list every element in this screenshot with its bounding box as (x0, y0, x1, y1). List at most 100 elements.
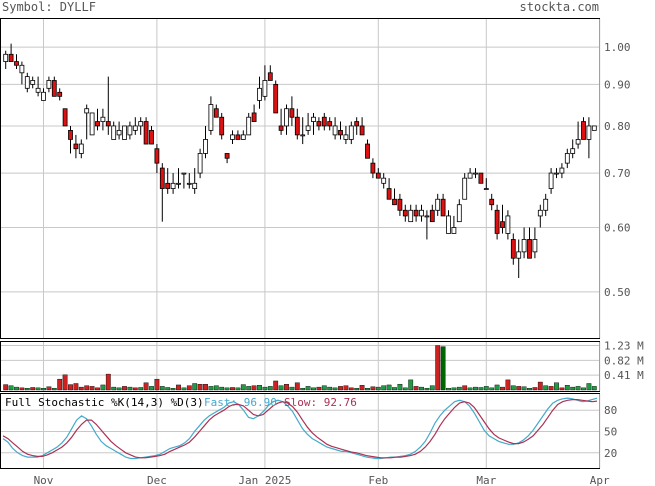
volume-bar (186, 385, 192, 391)
candle-body (68, 129, 73, 140)
candle-body (462, 177, 468, 200)
x-tick-label: Jan 2025 (238, 474, 291, 486)
volume-bar (311, 387, 316, 391)
volume-bar (51, 387, 57, 391)
price-tick-label: 0.80 (604, 120, 631, 133)
candle-body (591, 125, 597, 131)
volume-bar (149, 386, 154, 391)
volume-bar (419, 386, 424, 391)
volume-bar (586, 383, 592, 391)
volume-bar (386, 384, 392, 391)
volume-bar (440, 346, 446, 391)
volume-bar (500, 386, 505, 391)
candle-body (354, 121, 360, 127)
volume-bar (575, 386, 581, 391)
candle-body (170, 182, 176, 189)
candle-body (305, 125, 311, 131)
stochastic-slow-label: Slow: 92.76 (284, 396, 357, 409)
volume-bar (473, 386, 478, 391)
fast-series-value: 96.90 (244, 396, 277, 409)
candle-body (559, 167, 565, 174)
volume-bar (564, 385, 570, 391)
volume-bar (451, 387, 457, 391)
volume-bar (338, 386, 343, 391)
candle-body (46, 80, 52, 89)
candle-body (505, 215, 511, 234)
volume-tick-label: 0.82 M (604, 354, 644, 367)
candle-body (543, 198, 549, 211)
candle-body (478, 172, 484, 184)
volume-bar (203, 384, 208, 391)
candle-body (419, 209, 424, 217)
candle-body (165, 182, 171, 189)
stochastic-tick-label: 80 (604, 404, 617, 417)
volume-bar (257, 385, 262, 391)
volume-bar (132, 387, 138, 391)
candle-body (122, 125, 127, 140)
slow-series-value: 92.76 (324, 396, 357, 409)
volume-bar (262, 386, 268, 391)
volume-bar (494, 384, 500, 391)
volume-bar (554, 382, 559, 391)
x-tick-label: Apr (590, 474, 610, 486)
candle-body (278, 125, 284, 131)
candle-body (300, 134, 306, 137)
volume-bar (300, 387, 306, 391)
candle-body (19, 64, 25, 74)
candle-body (402, 209, 408, 217)
candle-body (575, 139, 581, 145)
candle-body (413, 209, 419, 217)
candle-body (316, 121, 322, 127)
volume-bar (278, 385, 284, 391)
candle-body (365, 143, 370, 159)
candle-body (429, 209, 435, 223)
volume-bar (591, 386, 597, 391)
candle-body (321, 116, 327, 127)
candle-body (581, 121, 586, 140)
volume-bar (332, 387, 338, 391)
volume-bar (462, 385, 468, 391)
candle-body (111, 125, 117, 140)
candle-body (197, 153, 203, 174)
candle-body (100, 116, 106, 122)
stochastic-tick-label: 20 (604, 447, 617, 460)
candle-body (408, 209, 414, 223)
volume-bar (68, 384, 73, 391)
volume-bar (548, 386, 554, 391)
candle-body (240, 134, 246, 140)
volume-bar (527, 387, 532, 391)
candle-body (327, 121, 333, 127)
volume-bar (532, 387, 538, 391)
candle-body (89, 112, 95, 136)
volume-bar (14, 386, 19, 391)
candle-body (424, 215, 430, 218)
candle-body (192, 182, 198, 189)
candle-body (586, 125, 592, 140)
candle-body (456, 204, 462, 223)
candle-body (375, 172, 381, 179)
stochastic-tick-label: 50 (604, 426, 617, 439)
candle-body (343, 134, 349, 140)
candle-body (500, 221, 505, 228)
candle-body (62, 108, 68, 127)
candle-body (213, 108, 219, 118)
volume-bar (219, 386, 225, 391)
volume-bar (359, 385, 365, 391)
volume-bars (3, 345, 597, 391)
volume-bar (581, 387, 586, 391)
volume-bar (408, 379, 414, 391)
candle-body (262, 80, 268, 97)
volume-bar (424, 387, 430, 391)
candle-body (41, 91, 46, 101)
volume-bar (192, 383, 198, 391)
candle-body (451, 227, 457, 234)
volume-bar (176, 384, 181, 391)
candle-body (570, 148, 576, 154)
candle-body (532, 239, 538, 253)
candle-body (57, 91, 63, 97)
volume-bar (348, 387, 354, 391)
volume-bar (316, 386, 322, 391)
x-tick-label: Nov (34, 474, 54, 486)
